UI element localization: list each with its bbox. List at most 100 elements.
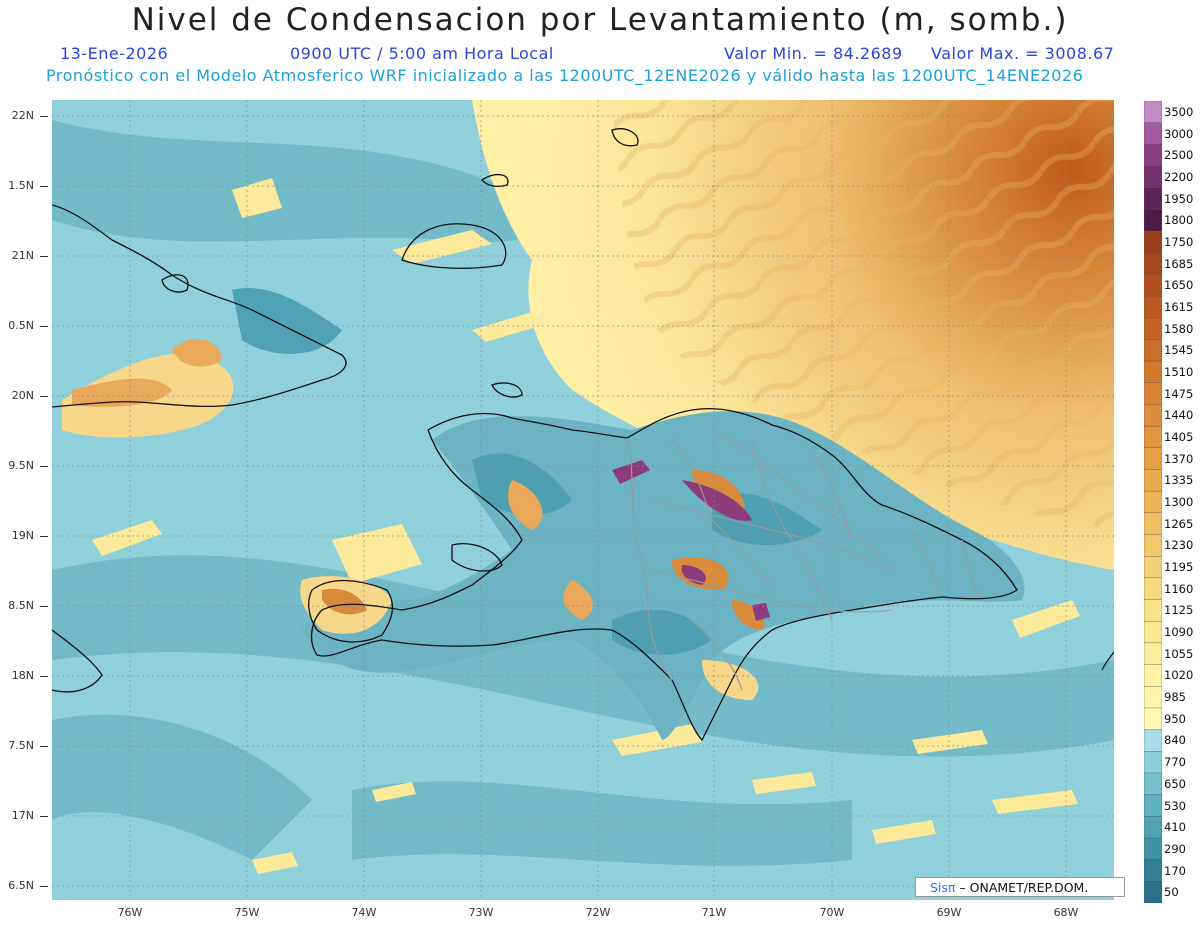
lon-label: 68W bbox=[1053, 906, 1079, 919]
credit-box: Sisπ – ONAMET/REP.DOM. bbox=[915, 877, 1125, 897]
colorbar-label: 290 bbox=[1164, 841, 1186, 856]
lat-label: 1.5N bbox=[0, 179, 48, 192]
colorbar-swatch bbox=[1144, 187, 1162, 211]
grid-lines bbox=[52, 100, 1114, 900]
colorbar-swatch bbox=[1144, 360, 1162, 384]
colorbar-label: 985 bbox=[1164, 690, 1186, 705]
colorbar-swatch bbox=[1144, 794, 1162, 817]
forecast-time: 0900 UTC / 5:00 am Hora Local bbox=[290, 44, 554, 63]
colorbar-swatch bbox=[1144, 230, 1162, 254]
colorbar-label: 170 bbox=[1164, 863, 1186, 878]
colorbar-swatch bbox=[1144, 447, 1162, 471]
colorbar-label: 1650 bbox=[1164, 278, 1194, 293]
lat-label: 8.5N bbox=[0, 599, 48, 612]
colorbar-swatch bbox=[1144, 469, 1162, 492]
colorbar-label: 1750 bbox=[1164, 234, 1194, 249]
colorbar-swatch bbox=[1144, 751, 1162, 774]
colorbar-swatch bbox=[1144, 339, 1162, 362]
colorbar-label: 770 bbox=[1164, 755, 1186, 770]
colorbar-label: 1440 bbox=[1164, 408, 1194, 423]
colorbar-label: 1580 bbox=[1164, 321, 1194, 336]
lon-label: 75W bbox=[234, 906, 260, 919]
lon-label: 72W bbox=[585, 906, 611, 919]
colorbar-label: 1615 bbox=[1164, 299, 1194, 314]
colorbar-swatch bbox=[1144, 512, 1162, 536]
colorbar-swatch bbox=[1144, 621, 1162, 644]
lat-label: 18N bbox=[0, 669, 48, 682]
colorbar-label: 1195 bbox=[1164, 560, 1194, 574]
colorbar bbox=[1144, 101, 1162, 903]
map-title: Nivel de Condensacion por Levantamiento … bbox=[131, 2, 1069, 38]
colorbar-swatch bbox=[1144, 599, 1162, 622]
colorbar-label: 3500 bbox=[1164, 104, 1194, 119]
hispaniola-terrain bbox=[302, 411, 1025, 740]
lat-label: 7.5N bbox=[0, 739, 48, 752]
colorbar-label: 1160 bbox=[1164, 581, 1194, 596]
lat-label: 21N bbox=[0, 249, 48, 262]
colorbar-label: 3000 bbox=[1164, 126, 1194, 141]
colorbar-swatch bbox=[1144, 165, 1162, 189]
colorbar-label: 1020 bbox=[1164, 668, 1194, 683]
colorbar-swatch bbox=[1144, 382, 1162, 406]
colorbar-swatch bbox=[1144, 317, 1162, 341]
colorbar-swatch bbox=[1144, 144, 1162, 167]
colorbar-swatch bbox=[1144, 859, 1162, 883]
colorbar-swatch bbox=[1144, 252, 1162, 276]
colorbar-label: 650 bbox=[1164, 776, 1186, 791]
dry-airmass-texture bbox=[612, 100, 1114, 530]
colorbar-label: 1950 bbox=[1164, 191, 1194, 206]
colorbar-swatch bbox=[1144, 686, 1162, 709]
lat-label: 19N bbox=[0, 529, 48, 542]
colorbar-label: 2200 bbox=[1164, 169, 1194, 184]
colorbar-label: 2500 bbox=[1164, 148, 1194, 163]
colorbar-swatch bbox=[1144, 664, 1162, 687]
colorbar-label: 950 bbox=[1164, 711, 1186, 726]
colorbar-swatch bbox=[1144, 729, 1162, 752]
colorbar-swatch bbox=[1144, 490, 1162, 514]
colorbar-swatch bbox=[1144, 534, 1162, 557]
max-value: Valor Max. = 3008.67 bbox=[931, 44, 1115, 63]
colorbar-swatch bbox=[1144, 404, 1162, 427]
colorbar-swatch bbox=[1144, 881, 1162, 903]
colorbar-swatch bbox=[1144, 122, 1162, 146]
forecast-date: 13-Ene-2026 bbox=[60, 44, 169, 63]
lat-label: 9.5N bbox=[0, 459, 48, 472]
colorbar-label: 1055 bbox=[1164, 646, 1194, 661]
colorbar-swatch bbox=[1144, 274, 1162, 297]
colorbar-label: 1405 bbox=[1164, 430, 1194, 444]
colorbar-label: 410 bbox=[1164, 820, 1186, 835]
colorbar-swatch bbox=[1144, 555, 1162, 579]
colorbar-label: 1300 bbox=[1164, 495, 1194, 509]
colorbar-swatch bbox=[1144, 209, 1162, 232]
lon-label: 73W bbox=[468, 906, 494, 919]
model-description: Pronóstico con el Modelo Atmosferico WRF… bbox=[46, 66, 1084, 85]
lon-label: 74W bbox=[351, 906, 377, 919]
colorbar-swatch bbox=[1144, 837, 1162, 861]
lcl-map bbox=[52, 100, 1114, 900]
colorbar-label: 1090 bbox=[1164, 625, 1194, 640]
colorbar-swatch bbox=[1144, 707, 1162, 731]
colorbar-swatch bbox=[1144, 295, 1162, 319]
lon-label: 70W bbox=[819, 906, 845, 919]
colorbar-label: 1510 bbox=[1164, 364, 1194, 379]
lat-label: 22N bbox=[0, 109, 48, 122]
colorbar-label: 1335 bbox=[1164, 473, 1194, 488]
colorbar-swatch bbox=[1144, 425, 1162, 449]
colorbar-label: 1685 bbox=[1164, 256, 1194, 271]
colorbar-swatch bbox=[1144, 642, 1162, 666]
colorbar-swatch bbox=[1144, 101, 1162, 124]
lat-label: 6.5N bbox=[0, 879, 48, 892]
colorbar-swatch bbox=[1144, 816, 1162, 839]
lat-label: 17N bbox=[0, 809, 48, 822]
lon-label: 71W bbox=[701, 906, 727, 919]
lon-label: 69W bbox=[936, 906, 962, 919]
province-borders bbox=[626, 429, 978, 691]
colorbar-label: 1545 bbox=[1164, 343, 1194, 358]
lon-label: 76W bbox=[117, 906, 143, 919]
colorbar-label: 1800 bbox=[1164, 213, 1194, 228]
colorbar-swatch bbox=[1144, 772, 1162, 796]
colorbar-label: 1475 bbox=[1164, 386, 1194, 401]
colorbar-label: 1370 bbox=[1164, 451, 1194, 466]
colorbar-label: 840 bbox=[1164, 733, 1186, 748]
colorbar-label: 1125 bbox=[1164, 603, 1194, 618]
